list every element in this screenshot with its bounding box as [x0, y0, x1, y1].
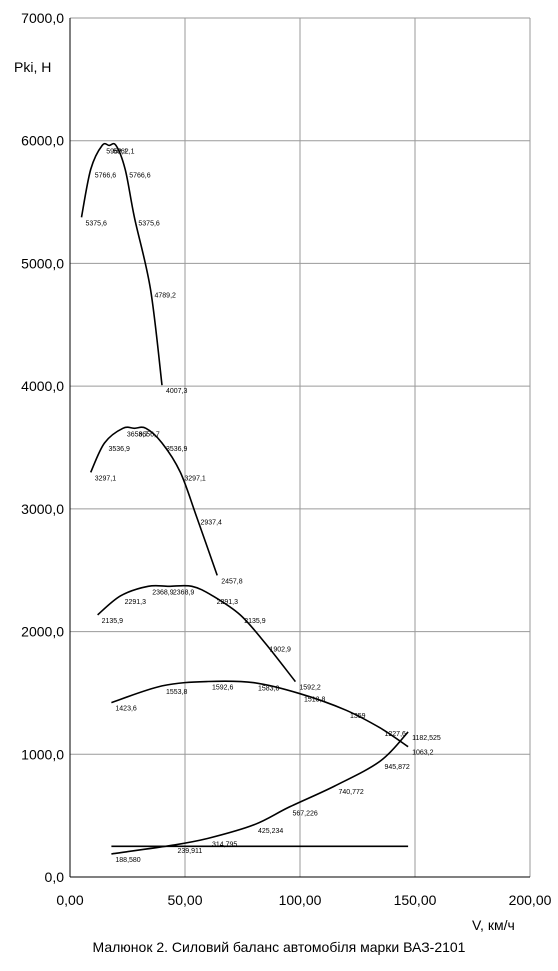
data-label: 4789,2	[155, 292, 177, 299]
data-label: 3656,7	[127, 431, 149, 438]
data-label: 1592,2	[299, 685, 321, 692]
data-label: 740,772	[339, 789, 364, 796]
data-label: 5766,6	[95, 172, 117, 179]
data-label: 188,580	[115, 857, 140, 864]
x-tick-label: 0,00	[56, 892, 83, 908]
data-label: 5375,6	[86, 220, 108, 227]
data-label: 5375,6	[138, 220, 160, 227]
series-line-4	[111, 680, 409, 748]
series-line-2	[89, 426, 218, 576]
data-label: 1227,6	[385, 731, 407, 738]
data-label: 1182,525	[412, 735, 441, 742]
data-label: 1592,6	[212, 685, 234, 692]
y-tick-label: 2000,0	[21, 624, 64, 640]
x-tick-label: 200,00	[509, 892, 552, 908]
x-tick-label: 100,00	[279, 892, 322, 908]
data-label: 3297,1	[184, 475, 206, 482]
data-label: 1359	[350, 713, 366, 720]
data-label: 5962,1	[113, 148, 135, 155]
data-label: 2457,8	[221, 578, 243, 585]
y-tick-label: 4000,0	[21, 378, 64, 394]
x-axis-title: V, км/ч	[472, 917, 515, 933]
series-lines	[80, 142, 409, 855]
x-tick-label: 50,00	[167, 892, 202, 908]
data-label: 945,872	[385, 764, 410, 771]
data-label: 2937,4	[201, 520, 223, 527]
y-tick-label: 3000,0	[21, 501, 64, 517]
data-label: 425,234	[258, 828, 283, 835]
data-label: 567,226	[293, 810, 318, 817]
data-label: 2291,3	[125, 599, 147, 606]
x-tick-label: 150,00	[394, 892, 437, 908]
data-label: 3297,1	[95, 475, 117, 482]
y-tick-label: 5000,0	[21, 255, 64, 271]
y-tick-label: 7000,0	[21, 10, 64, 26]
data-label: 2368,9	[152, 589, 174, 596]
y-tick-label: 0,0	[45, 869, 65, 885]
data-label: 5962,1	[106, 148, 128, 155]
figure-caption: Малюнок 2. Силовий баланс автомобіля мар…	[92, 939, 466, 955]
gridlines	[70, 17, 531, 877]
series-line-1	[80, 142, 163, 386]
data-label: 3656,7	[138, 431, 160, 438]
data-label: 3536,9	[109, 446, 131, 453]
axes: 0,0 1000,0 2000,0 3000,0 4000,0 5000,0 6000,0 7…	[21, 10, 551, 908]
data-label: 5766,6	[129, 172, 151, 179]
data-label: 239,911	[178, 848, 203, 855]
data-label: 1902,9	[270, 646, 292, 653]
data-label: 314,795	[212, 841, 237, 848]
data-label: 1583,8	[258, 686, 280, 693]
data-label: 1553,8	[166, 689, 188, 696]
series-line-3	[97, 584, 297, 683]
data-label: 1423,6	[115, 706, 137, 713]
y-axis-title: Pki, Н	[14, 59, 51, 75]
y-tick-label: 1000,0	[21, 746, 64, 762]
data-label: 2135,9	[102, 618, 124, 625]
data-label: 2368,9	[173, 589, 195, 596]
data-label: 2135,9	[244, 618, 266, 625]
data-label: 4007,3	[166, 388, 188, 395]
data-label: 1513,8	[304, 697, 326, 704]
series-line-5	[111, 731, 409, 855]
data-label: 1063,2	[412, 750, 434, 757]
data-label: 3536,9	[166, 446, 188, 453]
y-tick-label: 6000,0	[21, 133, 64, 149]
data-label: 2291,3	[217, 599, 239, 606]
